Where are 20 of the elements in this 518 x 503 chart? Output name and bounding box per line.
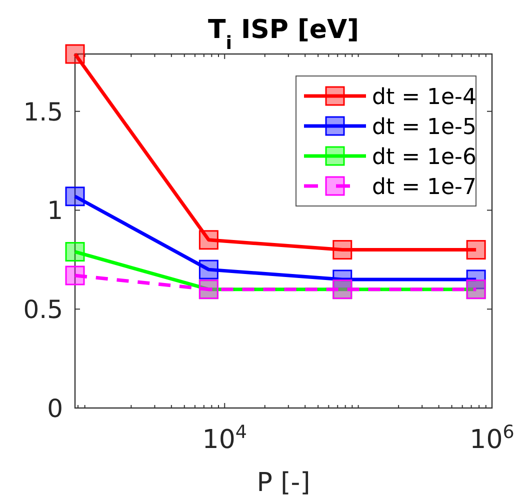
- y-tick-label: 0.5: [23, 295, 63, 324]
- point: [198, 260, 218, 280]
- point: [65, 186, 85, 206]
- x-axis-title: P [-]: [256, 468, 310, 498]
- x-tick-label: 10$^{6}$: [470, 422, 514, 455]
- y-tick-label: 1.5: [23, 97, 63, 126]
- legend-label: dt = 1e-5: [372, 115, 476, 140]
- point: [65, 44, 85, 64]
- point: [198, 230, 218, 250]
- x-tick-label: 10$^{4}$: [202, 422, 247, 455]
- point: [332, 240, 352, 260]
- legend-label: dt = 1e-7: [372, 175, 476, 200]
- chart-title: T$_{i}$ ISP [eV]: [208, 15, 360, 54]
- point: [466, 240, 486, 260]
- point: [65, 242, 85, 262]
- y-tick-label: 1: [47, 196, 63, 226]
- legend-label: dt = 1e-4: [372, 85, 476, 110]
- legend-label: dt = 1e-6: [372, 145, 476, 170]
- point: [65, 266, 85, 286]
- y-tick-label: 0: [47, 394, 63, 423]
